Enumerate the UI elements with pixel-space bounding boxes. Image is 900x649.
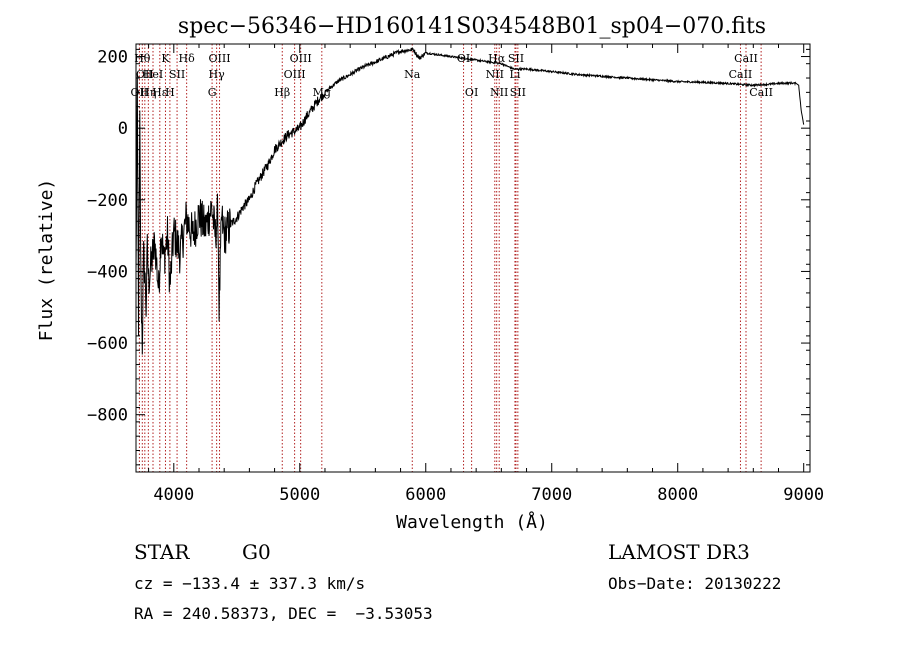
x-tick-label: 8000	[657, 485, 698, 505]
spectral-line-label: OI	[457, 52, 470, 65]
spectral-line-label: CaII	[734, 52, 758, 65]
spectral-line-label: Na	[404, 68, 421, 81]
spectral-line-label: SII	[510, 86, 526, 99]
spectral-line-label: OIII	[284, 68, 306, 81]
spectral-line-label: CaII	[749, 86, 773, 99]
x-tick-label: 4000	[153, 485, 194, 505]
spectral-line-label: H	[165, 86, 175, 99]
spectral-line-label: HeI	[143, 68, 163, 81]
line-labels: OIIHθOIIHηHeIHεKHSIIHδGHγOIIIHβOIIIOIIIM…	[131, 52, 773, 99]
coordinates: RA = 240.58373, DEC = −3.53053	[134, 604, 433, 623]
spectral-line-label: Hδ	[179, 52, 196, 65]
y-tick-label: 0	[118, 119, 128, 139]
spectral-line-label: Li	[510, 68, 521, 81]
spectral-line-label: Hθ	[134, 52, 151, 65]
spectral-line-label: OIII	[208, 52, 230, 65]
flux-series-line	[135, 47, 805, 355]
object-subclass: G0	[242, 540, 271, 564]
spectral-line-label: Hβ	[274, 86, 290, 99]
spectral-line-label: NII	[490, 86, 508, 99]
y-tick-label: −600	[87, 334, 128, 354]
y-tick-label: −800	[87, 406, 128, 426]
y-tick-label: −400	[87, 262, 128, 282]
redshift-velocity: cz = −133.4 ± 337.3 km/s	[134, 574, 366, 593]
observation-date: Obs−Date: 20130222	[608, 574, 782, 593]
spectral-line-label: Hα	[488, 52, 506, 65]
spectral-line-label: SII	[169, 68, 185, 81]
axis-ticks: 4000 5000 6000 7000 8000 9000 200 0 −200 −400 −600…	[87, 44, 824, 505]
spectral-line-label: Hε	[152, 86, 168, 99]
x-tick-label: 7000	[531, 485, 572, 505]
spectral-line-label: Hγ	[209, 68, 226, 81]
spectral-line-label: OI	[465, 86, 478, 99]
spectral-line-label: CaII	[729, 68, 753, 81]
spectral-line-label: NII	[486, 68, 504, 81]
x-tick-label: 5000	[279, 485, 320, 505]
spectral-line-label: SII	[508, 52, 524, 65]
spectral-line-markers	[138, 44, 762, 472]
spectral-line-label: Hη	[140, 86, 156, 99]
y-axis-label: Flux (relative)	[36, 179, 57, 342]
y-tick-label: 200	[97, 48, 128, 68]
x-tick-label: 6000	[405, 485, 446, 505]
x-axis-label: Wavelength (Å)	[396, 511, 548, 533]
plot-frame	[135, 43, 811, 473]
spectral-line-label: Mg	[313, 86, 331, 99]
spectral-line-label: OIII	[290, 52, 312, 65]
spectral-line-label: G	[208, 86, 217, 99]
chart-title: spec−56346−HD160141S034548B01_sp04−070.f…	[178, 14, 766, 39]
survey-name: LAMOST DR3	[608, 540, 750, 564]
spectral-line-label: OII	[136, 68, 154, 81]
object-class-label: STAR	[134, 540, 190, 564]
spectral-line-label: OII	[131, 86, 149, 99]
y-tick-label: −200	[87, 191, 128, 211]
x-tick-label: 9000	[783, 485, 824, 505]
spectral-line-label: K	[161, 52, 170, 65]
